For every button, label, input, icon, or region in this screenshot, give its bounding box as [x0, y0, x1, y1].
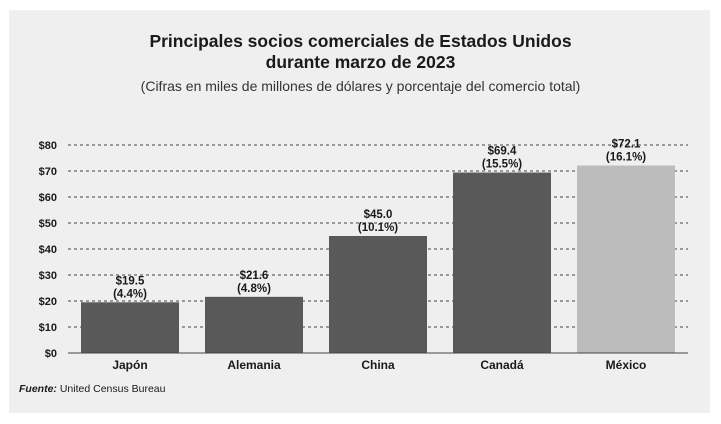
y-tick-label: $70 [39, 166, 57, 178]
source-note: Fuente: United Census Bureau [19, 383, 166, 395]
y-tick-label: $10 [39, 322, 57, 334]
bar-value-label: $19.5 [116, 275, 145, 287]
y-tick-label: $40 [39, 244, 57, 256]
bar [329, 236, 427, 353]
bar [205, 296, 303, 353]
bar-value-label: $69.4 [488, 146, 517, 158]
bar-percent-label: (4.8%) [237, 283, 271, 295]
y-tick-label: $0 [45, 348, 57, 360]
x-category-label: Alemania [227, 358, 281, 372]
bar-percent-label: (4.4%) [113, 288, 147, 300]
bar-percent-label: (10.1%) [358, 222, 398, 234]
bar-value-label: $72.1 [612, 139, 641, 151]
x-category-label: Canadá [480, 358, 524, 372]
bar-percent-label: (15.5%) [482, 159, 522, 171]
chart-title-line-1: Principales socios comerciales de Estado… [149, 31, 572, 51]
x-category-label: Japón [112, 358, 147, 372]
x-category-label: México [606, 358, 647, 372]
bar [81, 302, 179, 353]
chart-title-line-2: durante marzo de 2023 [265, 52, 456, 72]
chart-subtitle: (Cifras en miles de millones de dólares … [140, 78, 581, 94]
bar-value-label: $45.0 [364, 209, 393, 221]
y-tick-label: $20 [39, 296, 57, 308]
source-label: Fuente: [19, 383, 57, 395]
x-category-label: China [361, 358, 395, 372]
y-tick-label: $80 [39, 140, 57, 152]
y-tick-label: $50 [39, 218, 57, 230]
y-tick-label: $30 [39, 270, 57, 282]
source-text: United Census Bureau [56, 383, 166, 395]
bar [577, 165, 675, 353]
y-tick-label: $60 [39, 192, 57, 204]
bar-percent-label: (16.1%) [606, 152, 646, 164]
bar [453, 172, 551, 353]
bar-value-label: $21.6 [240, 270, 269, 282]
